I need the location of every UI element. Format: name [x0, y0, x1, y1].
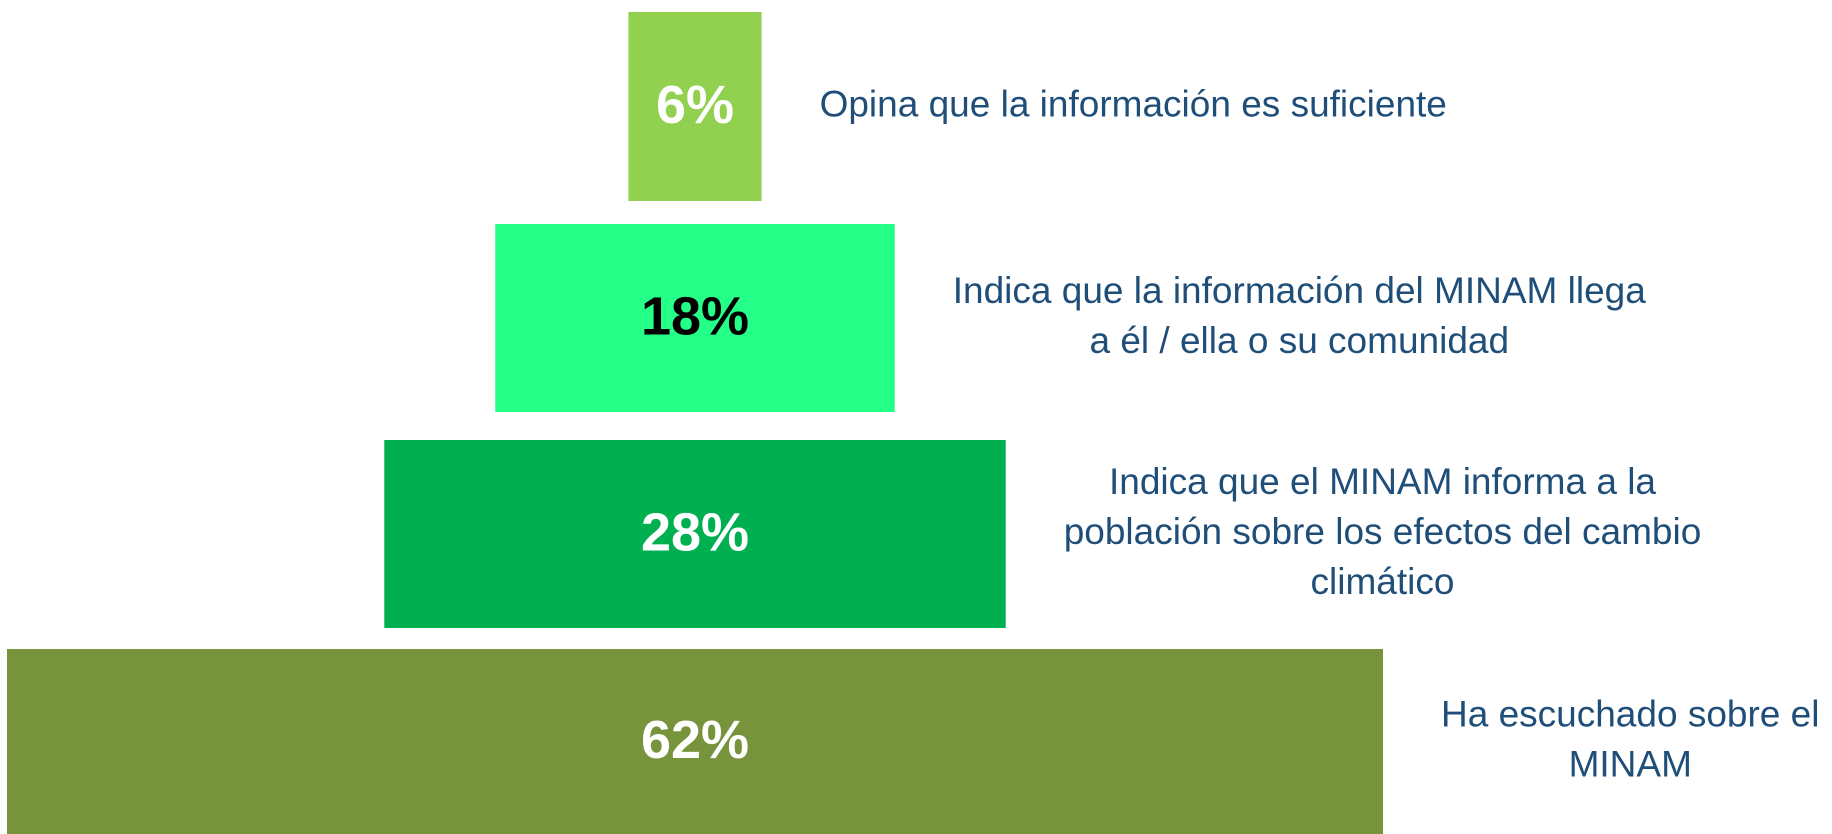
category-label: Opina que la información es suficiente	[820, 83, 1447, 124]
funnel-bar	[495, 224, 895, 412]
category-label: Ha escuchado sobre el	[1441, 693, 1819, 734]
category-label: Indica que el MINAM informa a la	[1109, 461, 1656, 502]
value-label: 28%	[641, 502, 749, 562]
value-label: 62%	[641, 710, 749, 770]
funnel-bar	[384, 440, 1006, 628]
category-label: Indica que la información del MINAM lleg…	[953, 270, 1646, 311]
value-label: 18%	[641, 286, 749, 346]
category-label: población sobre los efectos del cambio	[1064, 511, 1702, 552]
category-label: a él / ella o su comunidad	[1089, 320, 1509, 361]
category-label: climático	[1311, 561, 1455, 602]
funnel-bar	[628, 12, 762, 201]
funnel-bar	[7, 649, 1383, 834]
value-label: 6%	[656, 75, 734, 135]
category-label: MINAM	[1569, 743, 1692, 784]
